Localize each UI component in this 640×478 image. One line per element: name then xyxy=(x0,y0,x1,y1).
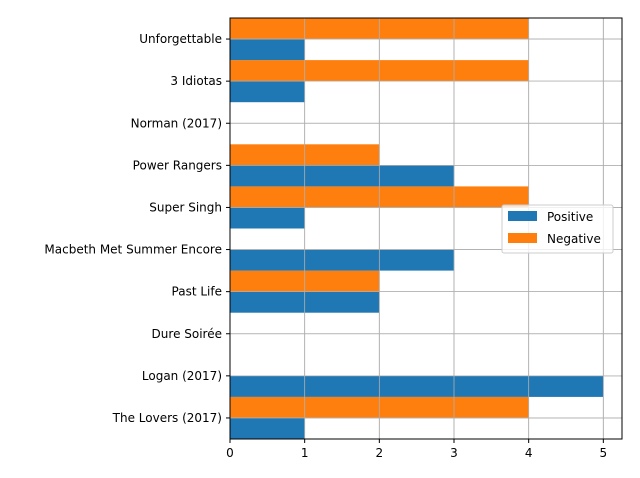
y-tick-label: 3 Idiotas xyxy=(170,74,222,88)
y-tick-label: Unforgettable xyxy=(139,32,222,46)
x-axis: 0 1 2 3 4 5 xyxy=(226,439,607,460)
bar-positive xyxy=(230,375,604,397)
legend-label-negative: Negative xyxy=(547,232,601,246)
x-tick-label: 1 xyxy=(301,446,309,460)
y-tick-label: Norman (2017) xyxy=(131,116,222,130)
legend: Positive Negative xyxy=(501,204,614,254)
x-tick-label: 5 xyxy=(600,446,608,460)
legend-swatch-positive xyxy=(508,211,537,221)
bar-positive xyxy=(230,165,454,187)
bar-positive xyxy=(230,39,305,61)
x-tick-label: 4 xyxy=(525,446,533,460)
y-tick-label: Past Life xyxy=(172,285,222,299)
bar-positive xyxy=(230,207,305,229)
legend-label-positive: Positive xyxy=(547,210,593,224)
y-tick-label: Dure Soirée xyxy=(152,327,222,341)
y-tick-label: Super Singh xyxy=(149,200,222,214)
y-tick-label: Logan (2017) xyxy=(142,369,222,383)
plot-frame xyxy=(229,17,623,440)
y-tick-label: The Lovers (2017) xyxy=(112,411,222,425)
bar-positive xyxy=(230,417,305,439)
y-tick-label: Power Rangers xyxy=(133,158,222,172)
legend-swatch-negative xyxy=(508,233,537,243)
x-tick-label: 0 xyxy=(226,446,234,460)
y-tick-label: Macbeth Met Summer Encore xyxy=(44,243,222,257)
y-axis: The Lovers (2017) Logan (2017) Dure Soirée… xyxy=(44,32,230,425)
bar-positive xyxy=(230,81,305,103)
bar-positive xyxy=(230,249,454,271)
x-tick-label: 3 xyxy=(450,446,458,460)
x-tick-label: 2 xyxy=(376,446,384,460)
